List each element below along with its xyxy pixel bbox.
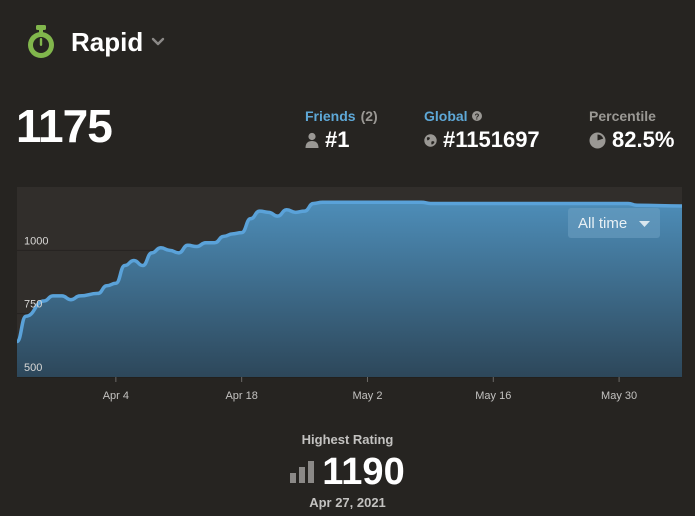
x-tick-label: Apr 4 <box>103 390 129 402</box>
y-tick-label: 500 <box>24 362 42 374</box>
current-rating: 1175 <box>16 100 113 152</box>
bar-chart-icon <box>290 461 315 483</box>
highest-rating-date: Apr 27, 2021 <box>309 495 386 510</box>
percentile-value: 82.5% <box>612 127 675 152</box>
info-icon[interactable]: ? <box>471 111 482 121</box>
rating-line <box>15 200 683 344</box>
global-stat[interactable]: Global ? #1151697 <box>424 108 540 153</box>
pie-icon <box>589 132 606 148</box>
time-range-select[interactable]: All time <box>568 208 660 238</box>
caret-down-icon <box>639 221 650 227</box>
header: Rapid <box>24 24 165 60</box>
friends-label: Friends (2) <box>305 108 378 124</box>
percentile-stat: Percentile 82.5% <box>589 108 674 153</box>
x-tick-label: Apr 18 <box>225 390 257 402</box>
time-range-label: All time <box>578 214 628 232</box>
person-icon <box>305 132 319 148</box>
y-tick-label: 750 <box>24 299 42 311</box>
rating-chart-svg: 1000 750 500 Apr 4 Apr 18 May 2 May 16 May 30 <box>15 187 683 402</box>
global-label-text: Global <box>424 108 468 124</box>
x-tick-label: May 16 <box>475 390 511 402</box>
global-rank: #1151697 <box>443 127 540 152</box>
globe-icon <box>424 133 437 147</box>
friends-count: (2) <box>360 108 378 124</box>
rating-chart: 1000 750 500 Apr 4 Apr 18 May 2 May 16 May 30 <box>0 187 695 407</box>
friends-stat[interactable]: Friends (2) #1 <box>305 108 378 153</box>
x-tick-label: May 30 <box>601 390 637 402</box>
svg-text:?: ? <box>474 112 479 121</box>
friends-label-text: Friends <box>305 108 356 124</box>
highest-rating-value: 1190 <box>322 451 405 493</box>
x-axis: Apr 4 Apr 18 May 2 May 16 May 30 <box>103 377 637 402</box>
percentile-label: Percentile <box>589 108 656 124</box>
page-title: Rapid <box>71 26 144 57</box>
y-axis: 1000 750 500 <box>24 235 48 374</box>
stopwatch-icon <box>28 25 54 58</box>
global-label: Global ? <box>424 108 540 124</box>
friends-rank: #1 <box>325 127 350 152</box>
chevron-down-icon[interactable] <box>151 37 165 47</box>
y-tick-label: 1000 <box>24 235 48 247</box>
highest-rating-section: Highest Rating 1190 Apr 27, 2021 <box>0 432 695 510</box>
x-tick-label: May 2 <box>352 390 382 402</box>
highest-rating-label: Highest Rating <box>301 432 394 447</box>
rating-area <box>17 202 682 377</box>
